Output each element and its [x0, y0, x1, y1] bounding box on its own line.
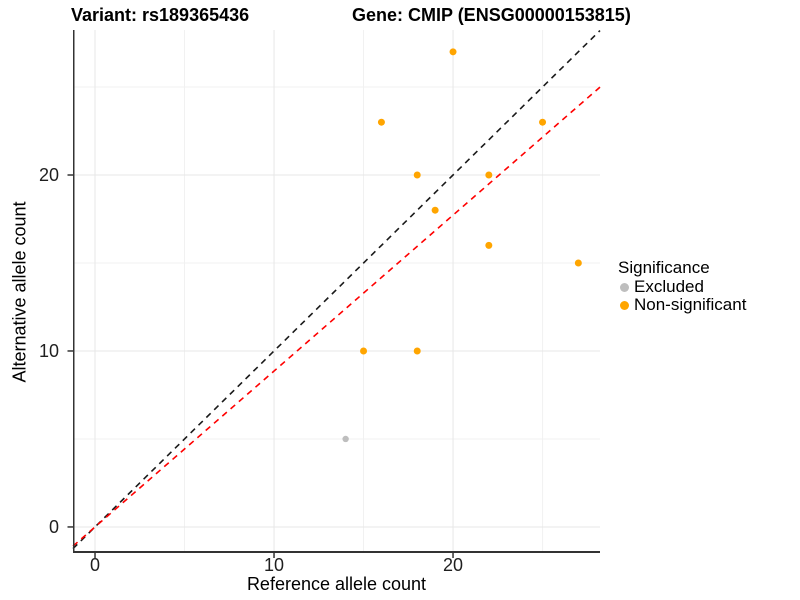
plot-title-gene: Gene: CMIP (ENSG00000153815)	[352, 5, 631, 25]
legend-title: Significance	[618, 258, 710, 277]
data-point-non-significant	[574, 259, 582, 267]
x-tick-label: 0	[90, 555, 101, 575]
data-point-non-significant	[377, 118, 385, 126]
y-tick-label: 20	[38, 165, 59, 185]
y-tick-label: 0	[48, 516, 59, 537]
data-point-non-significant	[413, 347, 421, 355]
legend-item-excluded: Excluded	[610, 278, 795, 296]
plot-panel	[67, 29, 601, 558]
data-point-non-significant	[485, 241, 493, 249]
data-point-non-significant	[431, 206, 439, 214]
x-axis-tick-labels: 0 10 20	[73, 556, 600, 576]
y-axis-tick-labels: 0 10 20	[0, 30, 66, 553]
x-axis-title: Reference allele count	[246, 574, 427, 594]
data-point-excluded	[342, 435, 349, 443]
x-tick-label: 10	[264, 555, 285, 575]
data-point-non-significant	[360, 347, 368, 355]
x-tick-label: 20	[443, 555, 464, 575]
data-point-non-significant	[485, 171, 493, 179]
legend-item-label: Non-significant	[634, 295, 747, 314]
legend: Significance Excluded Non-significant	[610, 258, 795, 314]
plot-title-variant: Variant: rs189365436	[71, 5, 250, 25]
legend-item-label: Excluded	[634, 277, 704, 296]
identity-line	[72, 29, 601, 550]
legend-item-non-significant: Non-significant	[610, 296, 795, 314]
data-point-non-significant	[413, 171, 421, 179]
data-point-non-significant	[539, 118, 547, 126]
excluded-point-icon	[620, 282, 629, 292]
y-tick-label: 10	[38, 340, 59, 361]
data-point-non-significant	[449, 48, 457, 56]
scatter-chart-canvas	[67, 29, 601, 558]
non-significant-point-icon	[620, 300, 629, 310]
fit-line	[72, 86, 601, 547]
